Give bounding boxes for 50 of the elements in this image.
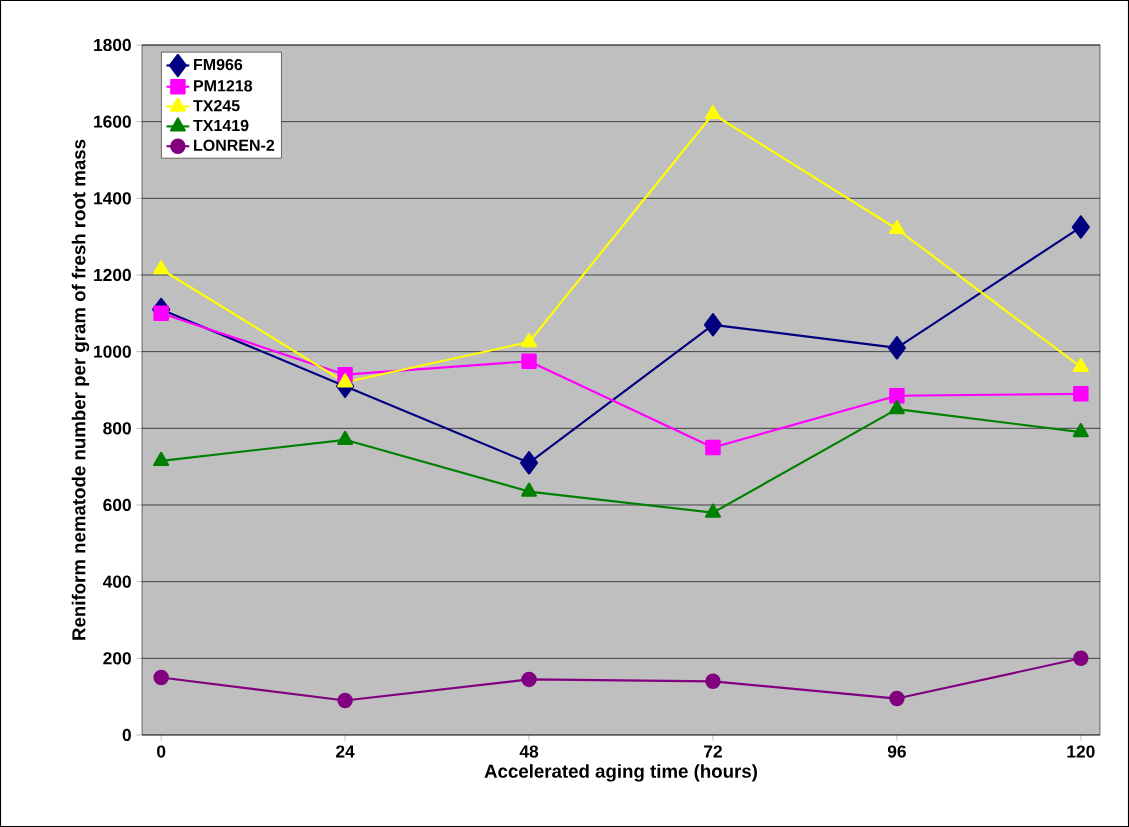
point (521, 482, 538, 497)
point (521, 353, 537, 369)
x-axis-title: Accelerated aging time (hours) (484, 764, 757, 782)
y-tick-label: 200 (103, 652, 131, 665)
legend-label: PM1218 (194, 80, 253, 92)
x-tick-label: 48 (519, 745, 539, 758)
point (705, 439, 721, 456)
y-axis-title: Reniform nematode number per gram of fresh root mass (71, 139, 90, 640)
point (1073, 650, 1089, 667)
point (337, 692, 353, 709)
x-tick-label: 96 (887, 745, 906, 758)
y-tick-label: 1800 (94, 38, 131, 52)
legend-label: FM966 (194, 58, 243, 71)
point (703, 313, 723, 337)
point (153, 260, 170, 275)
point (1073, 386, 1089, 402)
y-tick-label: 1000 (94, 345, 131, 358)
point (153, 305, 169, 322)
x-tick-label: 72 (704, 745, 722, 758)
y-tick-label: 1400 (94, 192, 131, 205)
point (889, 690, 905, 707)
point (337, 430, 354, 445)
point (521, 671, 537, 688)
y-tick-label: 600 (103, 498, 131, 512)
point (1072, 423, 1089, 438)
point (888, 219, 905, 235)
point (704, 104, 721, 120)
y-tick-label: 400 (102, 575, 131, 588)
y-tick-label: 0 (122, 728, 131, 742)
x-tick-label: 24 (336, 745, 355, 758)
point (1071, 215, 1090, 239)
point (1072, 357, 1089, 373)
point (889, 388, 905, 404)
point (887, 336, 906, 360)
y-tick-label: 800 (103, 422, 131, 435)
x-tick-label: 0 (157, 745, 166, 758)
point (705, 673, 721, 690)
point (888, 400, 905, 415)
point (153, 669, 169, 686)
y-tick-label: 1600 (94, 115, 131, 128)
point (337, 373, 354, 388)
point (153, 451, 170, 466)
legend-label: TX1419 (193, 119, 249, 132)
point (521, 333, 538, 348)
x-tick-label: 120 (1067, 745, 1095, 758)
point (704, 503, 721, 518)
legend-label: LONREN-2 (194, 139, 275, 151)
y-tick-label: 1200 (94, 268, 131, 282)
point (519, 451, 539, 475)
legend-label: TX245 (193, 99, 240, 112)
